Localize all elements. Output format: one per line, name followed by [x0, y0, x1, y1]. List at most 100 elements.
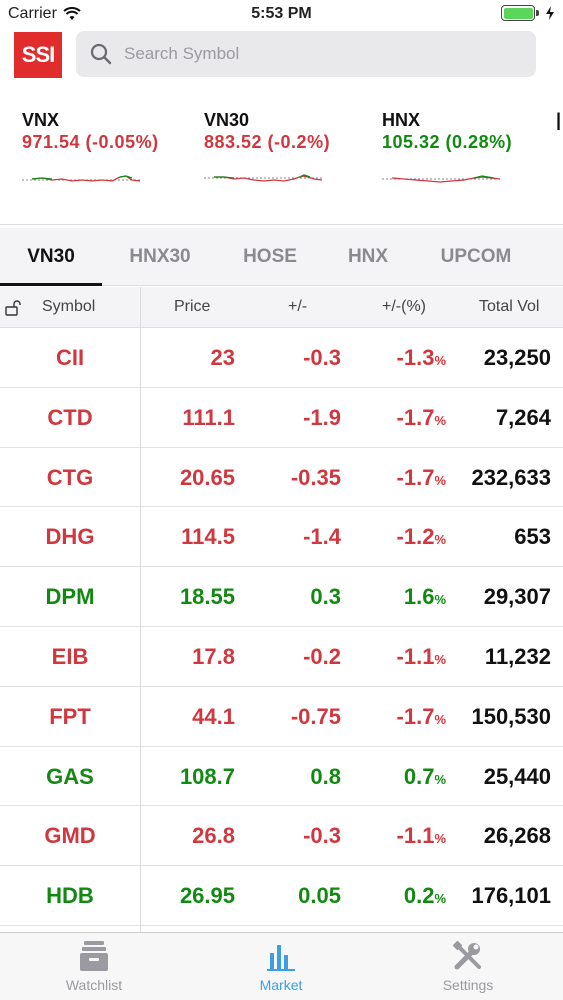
cell-price: 20.65	[179, 464, 235, 490]
cell-percent: -1.1%	[397, 823, 446, 849]
cell-volume: 232,633	[471, 464, 551, 490]
col-symbol[interactable]: Symbol	[42, 298, 96, 315]
index-name: VNX	[22, 110, 60, 130]
cell-percent: -1.1%	[397, 644, 446, 670]
table-row[interactable]: FPT 44.1 -0.75 -1.7% 150,530	[0, 687, 563, 747]
status-left: Carrier	[8, 5, 81, 23]
cell-change: 0.3	[310, 584, 341, 610]
cell-change: -0.2	[303, 643, 341, 669]
table-row[interactable]: CTD 111.1 -1.9 -1.7% 7,264	[0, 388, 563, 448]
cell-percent-suffix: %	[434, 831, 446, 847]
cell-percent-value: 0.2	[403, 883, 435, 909]
cell-percent-value: 0.7	[403, 763, 435, 789]
cell-percent-suffix: %	[434, 711, 446, 727]
cell-price: 26.8	[192, 823, 235, 849]
table-row[interactable]: HDB 26.95 0.05 0.2% 176,101	[0, 866, 563, 926]
col-price[interactable]: Price	[174, 298, 211, 315]
index-card-hnx[interactable]: HNX 105.32 (0.28%)	[382, 110, 552, 187]
cell-percent-suffix: %	[434, 412, 446, 428]
index-name: HNX	[382, 110, 421, 130]
market-tabs: VN30 HNX30 HOSE HNX UPCOM	[0, 228, 563, 286]
search-input[interactable]	[124, 44, 504, 64]
status-time: 5:53 PM	[251, 5, 312, 22]
tabbar-settings[interactable]: Settings	[398, 939, 538, 993]
index-value: 971.54 (-0.05%)	[22, 132, 159, 152]
cell-percent: -1.3%	[397, 345, 446, 371]
cell-percent-suffix: %	[434, 592, 446, 608]
col-volume[interactable]: Total Vol	[479, 298, 540, 315]
cell-percent-value: -1.7	[396, 703, 435, 729]
cell-price: 23	[210, 345, 235, 370]
index-card-next[interactable]: |	[556, 110, 563, 131]
table-row[interactable]: CII 23 -0.3 -1.3% 23,250	[0, 328, 563, 388]
cell-symbol: GAS	[46, 763, 94, 789]
table-row[interactable]: EIB 17.8 -0.2 -1.1% 11,232	[0, 627, 563, 687]
tab-upcom[interactable]: UPCOM	[440, 246, 512, 267]
charging-icon	[546, 6, 554, 20]
cell-price: 26.95	[179, 883, 235, 909]
index-card-vnx[interactable]: VNX 971.54 (-0.05%)	[22, 110, 192, 187]
battery-icon	[501, 5, 539, 21]
cell-percent: -1.7%	[397, 704, 446, 730]
search-icon	[90, 43, 112, 65]
cell-price: 18.55	[179, 584, 235, 610]
cell-symbol: DPM	[45, 584, 95, 610]
cell-percent-suffix: %	[434, 771, 446, 787]
column-divider	[140, 287, 141, 932]
cell-price: 111.1	[182, 404, 235, 430]
cell-symbol: EIB	[51, 643, 89, 669]
table-row[interactable]: DHG 114.5 -1.4 -1.2% 653	[0, 507, 563, 568]
tab-hnx30[interactable]: HNX30	[129, 246, 191, 267]
table-row[interactable]: DPM 18.55 0.3 1.6% 29,307	[0, 567, 563, 627]
tab-hose[interactable]: HOSE	[243, 246, 297, 267]
cell-change: 0.8	[310, 763, 341, 789]
watchlist-box-icon	[80, 941, 108, 971]
col-change[interactable]: +/-	[288, 298, 308, 315]
cell-volume: 176,101	[471, 883, 551, 909]
bottom-tab-bar: Watchlist Market Settings	[0, 932, 563, 1000]
cell-percent-suffix: %	[434, 651, 446, 667]
table-row[interactable]: CTG 20.65 -0.35 -1.7% 232,633	[0, 448, 563, 508]
index-card-vn30[interactable]: VN30 883.52 (-0.2%)	[204, 110, 374, 187]
search-bar[interactable]	[76, 31, 536, 77]
table-row[interactable]: GAS 108.7 0.8 0.7% 25,440	[0, 747, 563, 807]
cell-volume: 150,530	[471, 703, 551, 729]
index-name: VN30	[204, 110, 250, 130]
cell-percent-suffix: %	[434, 532, 446, 548]
cell-percent: 0.2%	[404, 883, 446, 909]
cell-percent-value: -1.3	[396, 345, 435, 370]
cell-volume: 25,440	[483, 763, 551, 789]
index-sparkline	[22, 175, 142, 182]
cell-change: -0.35	[290, 464, 341, 490]
tabbar-watchlist[interactable]: Watchlist	[24, 939, 164, 993]
cell-symbol: DHG	[45, 524, 95, 550]
cell-percent-value: -1.7	[396, 404, 435, 430]
tab-vn30[interactable]: VN30	[0, 228, 102, 286]
cell-percent-suffix: %	[434, 891, 446, 907]
index-strip[interactable]: VNX 971.54 (-0.05%) VN30 883.52 (-0.2%) …	[0, 100, 563, 225]
wifi-icon	[63, 7, 81, 20]
cell-percent: -1.7%	[397, 465, 446, 491]
cell-volume: 7,264	[495, 404, 551, 430]
index-sparkline	[382, 175, 502, 183]
cell-percent: 0.7%	[404, 764, 446, 790]
cell-volume: 653	[514, 524, 551, 550]
cell-percent-value: -1.1	[396, 643, 435, 669]
index-sparkline	[204, 174, 324, 182]
cell-percent: -1.2%	[397, 524, 446, 550]
cell-symbol: CII	[55, 345, 85, 370]
tab-hnx[interactable]: HNX	[347, 246, 389, 267]
lock-icon[interactable]	[4, 299, 22, 317]
table-row[interactable]: GMD 26.8 -0.3 -1.1% 26,268	[0, 806, 563, 867]
cell-percent-value: 1.6	[403, 584, 435, 610]
cell-percent-value: -1.1	[396, 823, 435, 849]
cell-percent-value: -1.2	[396, 524, 435, 550]
index-value: 105.32 (0.28%)	[382, 132, 513, 152]
tabbar-market[interactable]: Market	[211, 939, 351, 993]
tabbar-watchlist-label: Watchlist	[65, 977, 123, 993]
cell-price: 17.8	[192, 643, 235, 669]
tabbar-settings-label: Settings	[442, 977, 494, 993]
cell-symbol: HDB	[46, 883, 94, 909]
cell-percent-suffix: %	[434, 472, 446, 488]
col-percent[interactable]: +/-(%)	[382, 298, 426, 315]
